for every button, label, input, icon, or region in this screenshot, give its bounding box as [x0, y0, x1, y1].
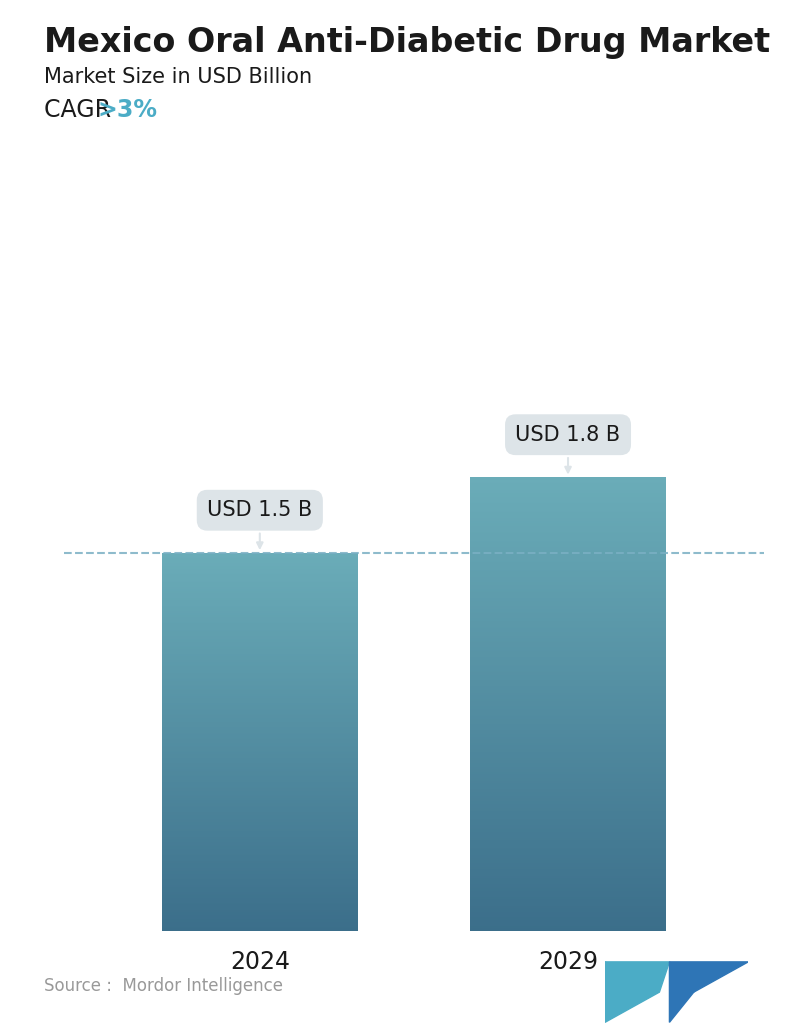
Polygon shape — [669, 962, 694, 1023]
Text: CAGR: CAGR — [44, 98, 119, 122]
Polygon shape — [669, 962, 748, 993]
Text: USD 1.5 B: USD 1.5 B — [207, 500, 313, 548]
Text: >3%: >3% — [97, 98, 157, 122]
Text: Mexico Oral Anti-Diabetic Drug Market: Mexico Oral Anti-Diabetic Drug Market — [44, 26, 770, 59]
Polygon shape — [605, 962, 659, 1023]
Text: USD 1.8 B: USD 1.8 B — [516, 425, 621, 473]
Text: Source :  Mordor Intelligence: Source : Mordor Intelligence — [44, 977, 283, 995]
Text: Market Size in USD Billion: Market Size in USD Billion — [44, 67, 312, 87]
Polygon shape — [605, 962, 669, 993]
